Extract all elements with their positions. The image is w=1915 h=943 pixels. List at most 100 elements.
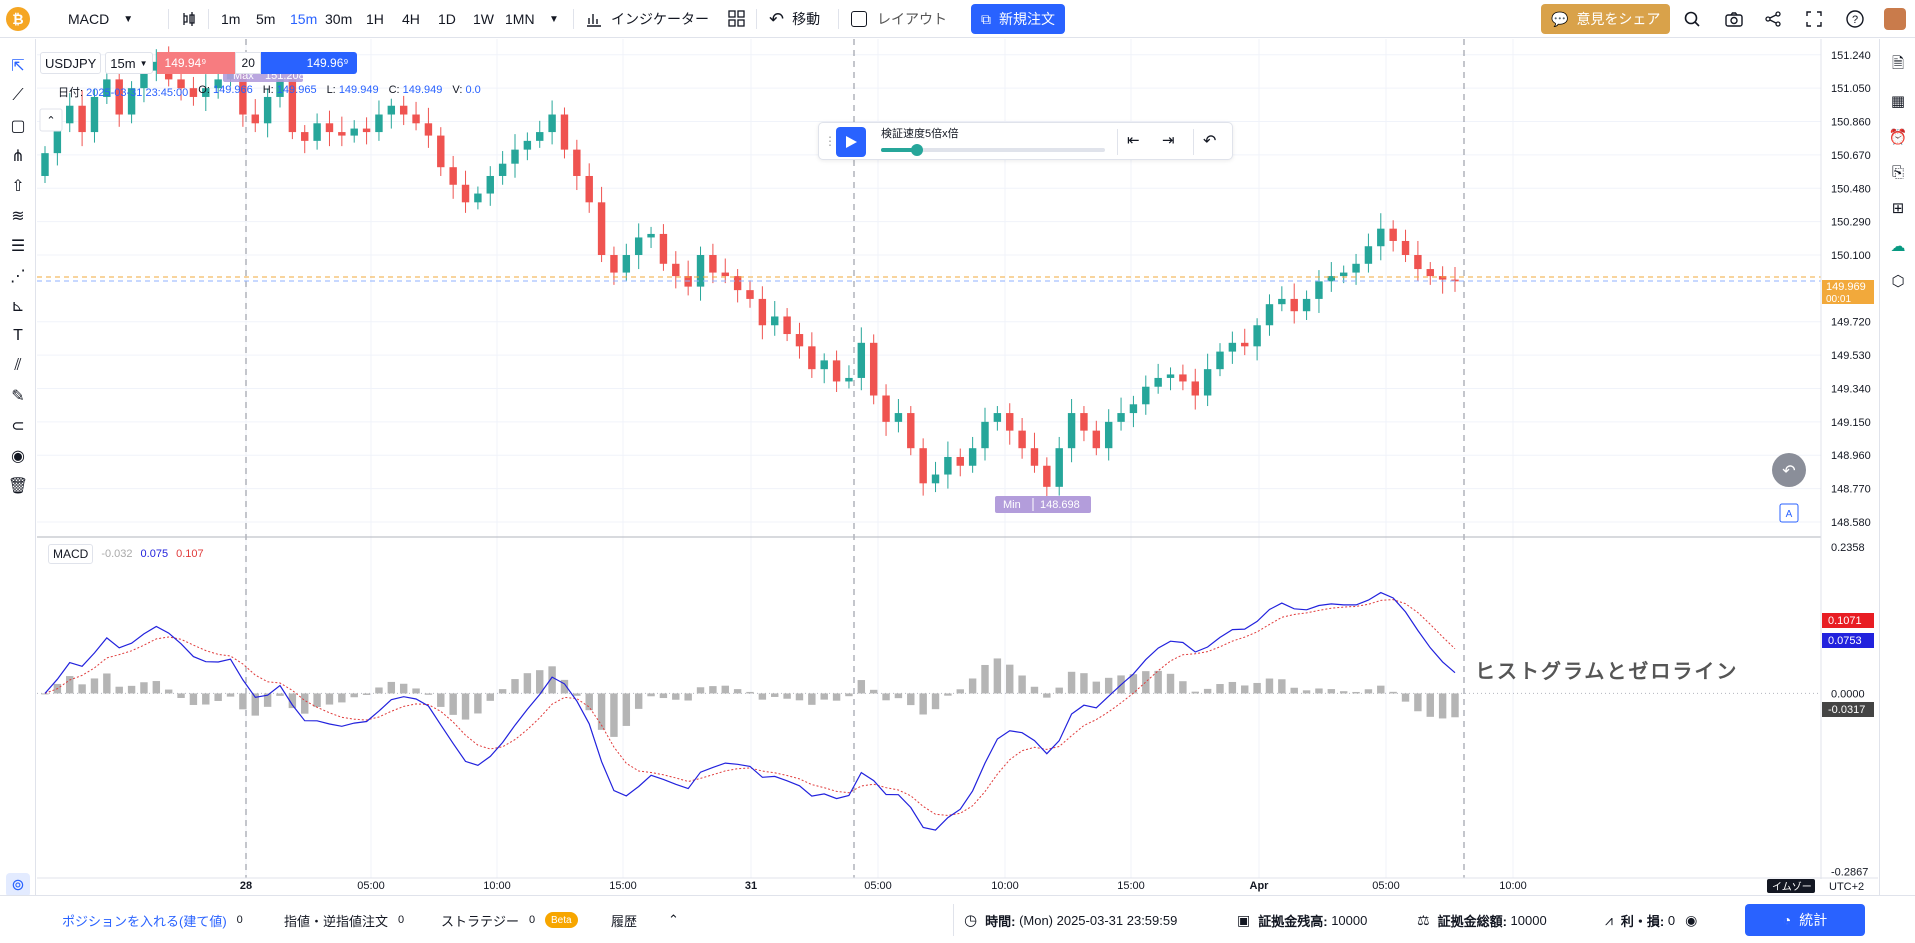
min-label: Min bbox=[1003, 499, 1021, 511]
histogram-bar bbox=[1302, 690, 1311, 694]
interval-select[interactable]: 15m ▼ bbox=[105, 52, 153, 74]
symbol-select[interactable]: USDJPY bbox=[40, 52, 102, 74]
histogram-bar bbox=[399, 683, 408, 694]
pattern-tool-icon[interactable]: ⋰ bbox=[10, 268, 26, 285]
document-icon[interactable]: 🗎 bbox=[1891, 54, 1905, 72]
positions-count: 0 bbox=[236, 914, 243, 926]
layout-toggle[interactable]: レイアウト bbox=[851, 0, 947, 38]
step-forward-icon[interactable]: ⇥ bbox=[1162, 132, 1175, 149]
candle-body bbox=[857, 342, 866, 378]
search-button[interactable] bbox=[1683, 0, 1701, 38]
grid-layout-button[interactable] bbox=[727, 0, 747, 38]
timeframe-1w[interactable]: 1W bbox=[473, 0, 494, 38]
collapse-panel-button[interactable]: ⌃ bbox=[668, 896, 679, 943]
timeframe-15m[interactable]: 15m bbox=[290, 0, 317, 38]
eye-tool-icon[interactable]: ◉ bbox=[11, 448, 25, 465]
sync-tool-icon[interactable]: ⊚ bbox=[6, 873, 30, 897]
speed-slider[interactable] bbox=[881, 144, 1105, 156]
trend-line-tool-icon[interactable]: ⟋ bbox=[12, 87, 24, 104]
bottom-bar: ポジションを入れる(建て値) 0 指値・逆指値注文 0 ストラテジー 0 Bet… bbox=[0, 895, 1915, 943]
auto-scale-button[interactable]: A bbox=[1779, 503, 1799, 523]
camera-button[interactable] bbox=[1724, 0, 1744, 38]
candle-body bbox=[1191, 381, 1199, 396]
checkbox-icon bbox=[851, 11, 867, 27]
rectangle-tool-icon[interactable]: ▢ bbox=[10, 118, 26, 135]
share-opinion-button[interactable]: 💬 意見をシェア bbox=[1541, 4, 1671, 34]
alarm-icon[interactable]: ⏰ bbox=[1888, 129, 1908, 146]
indicator-symbol-select[interactable]: MACD ▼ bbox=[68, 0, 133, 38]
quantity-input[interactable]: 20 bbox=[234, 52, 261, 74]
text-tool-icon[interactable]: T bbox=[13, 327, 23, 344]
ruler-tool-icon[interactable]: ⊾ bbox=[11, 298, 25, 315]
trash-tool-icon[interactable]: 🗑 bbox=[7, 478, 29, 495]
channel-tool-icon[interactable]: ≋ bbox=[11, 208, 25, 225]
time-tick-label: Apr bbox=[1250, 880, 1270, 892]
avatar[interactable] bbox=[1884, 0, 1906, 38]
time-tick-label: 31 bbox=[745, 880, 757, 892]
price-axis[interactable]: 151.240 151.050 150.860 150.670 150.480 150.2… bbox=[1831, 50, 1871, 529]
time-axis[interactable]: 28 05:00 10:00 15:00 31 05:00 10:00 15:00 Apr 05:… bbox=[240, 880, 1527, 892]
timeframe-4h[interactable]: 4H bbox=[402, 0, 420, 38]
cursor-tool-icon[interactable]: ⇱ bbox=[11, 58, 25, 75]
collapse-chevron-button[interactable]: ⌃ bbox=[39, 108, 63, 132]
macd-name[interactable]: MACD bbox=[48, 544, 94, 564]
report-icon[interactable]: ⊞ bbox=[1891, 200, 1905, 217]
timeframe-30m[interactable]: 30m bbox=[325, 0, 352, 38]
pitchfork-tool-icon[interactable]: ⋔ bbox=[11, 148, 25, 165]
candle-body bbox=[758, 298, 767, 326]
histogram-bar bbox=[523, 673, 532, 694]
history-tab[interactable]: 履歴 bbox=[611, 896, 637, 943]
strategy-tab[interactable]: ストラテジー 0 Beta bbox=[441, 896, 578, 943]
timeframe-1h[interactable]: 1H bbox=[366, 0, 384, 38]
fullscreen-button[interactable] bbox=[1805, 0, 1823, 38]
clipboard-icon[interactable]: ⎘ bbox=[1891, 163, 1904, 181]
reset-view-button[interactable]: ↶ bbox=[1772, 453, 1806, 487]
move-button[interactable]: ↶ 移動 bbox=[769, 0, 820, 38]
chart-canvas[interactable]: 151.240 151.050 150.860 150.670 150.480 150.2… bbox=[37, 39, 1878, 893]
fib-tool-icon[interactable]: ☰ bbox=[10, 238, 26, 255]
new-order-button[interactable]: ⧉ 新規注文 bbox=[971, 4, 1065, 34]
app-logo[interactable]: ₿ bbox=[6, 7, 30, 31]
orders-tab[interactable]: 指値・逆指値注文 0 bbox=[284, 896, 408, 943]
histogram-bar bbox=[672, 693, 680, 700]
histogram-bar bbox=[202, 693, 210, 705]
candle-body bbox=[152, 61, 161, 71]
chart-type-button[interactable] bbox=[180, 0, 198, 38]
timeframe-label: 1W bbox=[473, 11, 494, 27]
step-back-icon[interactable]: ⇤ bbox=[1127, 132, 1140, 149]
help-button[interactable]: ? bbox=[1845, 0, 1865, 38]
histogram-bar bbox=[758, 693, 767, 700]
timeframe-1m[interactable]: 1m bbox=[221, 0, 240, 38]
timeframe-more-chevron-icon[interactable]: ▼ bbox=[549, 13, 559, 25]
share-button[interactable] bbox=[1764, 0, 1782, 38]
divider bbox=[1117, 129, 1118, 155]
candle-body bbox=[709, 255, 717, 273]
buy-button[interactable]: 149.96⁹ bbox=[260, 52, 357, 74]
cloud-icon[interactable]: ☁ bbox=[1890, 238, 1906, 255]
brush-tool-icon[interactable]: ✎ bbox=[11, 388, 25, 405]
timezone-tag[interactable]: イムゾー UTC+2 bbox=[1767, 879, 1864, 893]
sell-button[interactable]: 149.94⁹ bbox=[156, 52, 235, 74]
stats-button[interactable]: ◔ 統計 bbox=[1745, 904, 1865, 936]
timeframe-1mn[interactable]: 1MN bbox=[505, 0, 535, 38]
candle-body bbox=[845, 377, 853, 382]
arrow-up-tool-icon[interactable]: ⇧ bbox=[11, 178, 25, 195]
macd-value: 0.075 bbox=[140, 548, 169, 560]
histogram-bar bbox=[1104, 677, 1113, 694]
indicators-button[interactable]: インジケーター bbox=[585, 0, 709, 38]
speed-slider-knob[interactable] bbox=[910, 144, 923, 156]
histogram-bar bbox=[1006, 664, 1014, 694]
timeframe-5m[interactable]: 5m bbox=[256, 0, 275, 38]
positions-tab[interactable]: ポジションを入れる(建て値) 0 bbox=[62, 896, 247, 943]
macd-axis[interactable]: 0.2358 0.0000 -0.2867 bbox=[1831, 542, 1868, 878]
play-button[interactable] bbox=[836, 127, 866, 157]
settings-hex-icon[interactable]: ⬡ bbox=[1891, 273, 1905, 290]
macd-tick-label: 0.0000 bbox=[1831, 688, 1865, 700]
calendar-icon[interactable]: ▦ bbox=[1890, 93, 1906, 110]
brush-multi-tool-icon[interactable]: ⫽ bbox=[14, 357, 22, 374]
magnet-tool-icon[interactable]: ⊂ bbox=[11, 418, 25, 435]
replay-jump-icon[interactable]: ↶ bbox=[1203, 133, 1217, 150]
timeframe-1d[interactable]: 1D bbox=[438, 0, 456, 38]
eye-icon[interactable]: ◉ bbox=[1685, 911, 1698, 928]
close-label: C: bbox=[388, 84, 400, 96]
